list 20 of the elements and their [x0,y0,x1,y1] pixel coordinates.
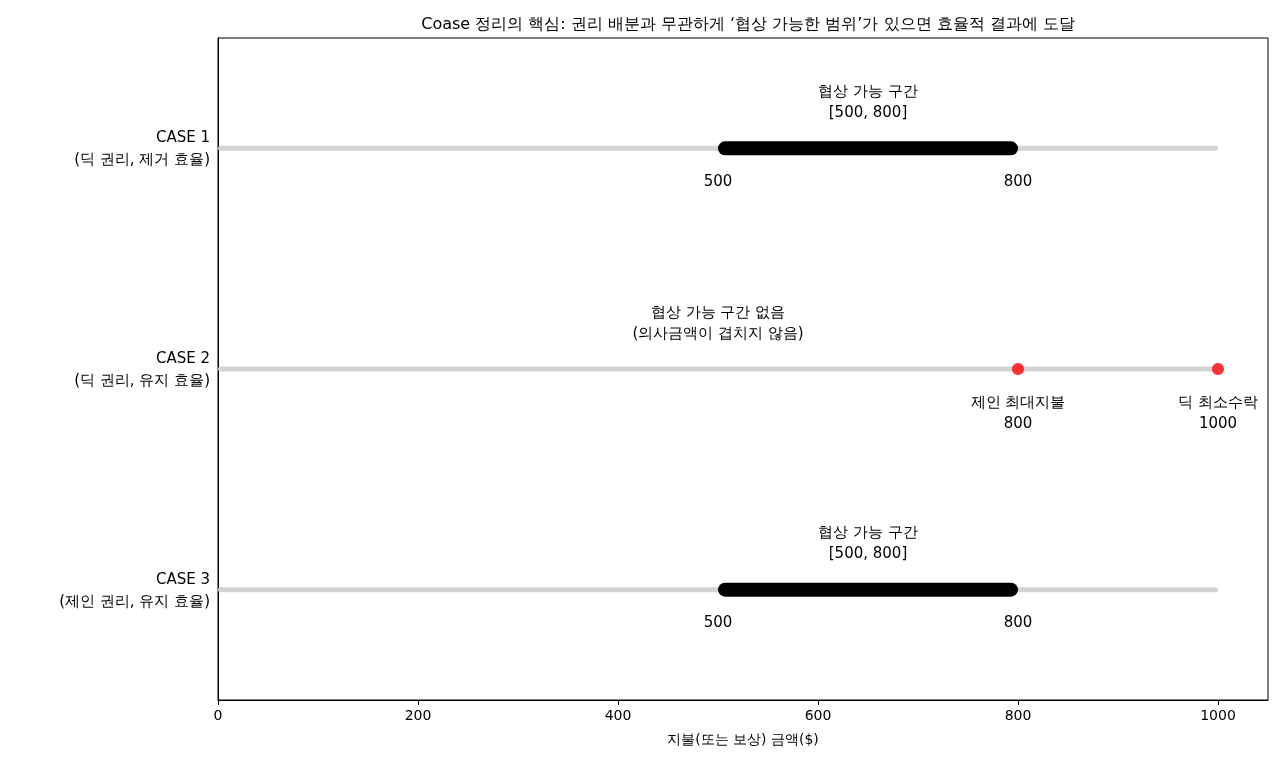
annotation: 500 [703,171,733,190]
annotation: 800 [1003,171,1033,190]
annotation: 800 [1003,613,1033,632]
annotation: 협상 가능 구간 [500, 800] [818,81,918,121]
annotation: 제인 최대지불 800 [970,392,1066,432]
x-tick-label: 200 [404,707,432,723]
annotation: 딕 최소수락 1000 [1178,392,1258,432]
y-tick-label: CASE 1 (딕 권리, 제거 효율) [74,128,210,169]
x-tick-label: 400 [604,707,632,723]
y-tick-label: CASE 2 (딕 권리, 유지 효율) [74,349,210,389]
x-axis-title: 지불(또는 보상) 금액($) [667,731,819,747]
annotation: 500 [703,613,733,632]
x-tick-label: 800 [1004,707,1032,723]
x-tick-label: 600 [804,707,832,723]
y-tick-label: CASE 3 (제인 권리, 유지 효율) [59,569,210,610]
annotation: 협상 가능 구간 [500, 800] [818,523,918,563]
chart-title: Coase 정리의 핵심: 권리 배분과 무관하게 ‘협상 가능한 범위’가 있으면 효율적 결과에 도달 [421,13,1075,33]
x-tick-label: 0 [213,707,223,723]
annotation: 협상 가능 구간 없음 (의사금액이 겹치지 않음) [632,302,804,342]
x-tick-label: 1000 [1200,707,1236,723]
